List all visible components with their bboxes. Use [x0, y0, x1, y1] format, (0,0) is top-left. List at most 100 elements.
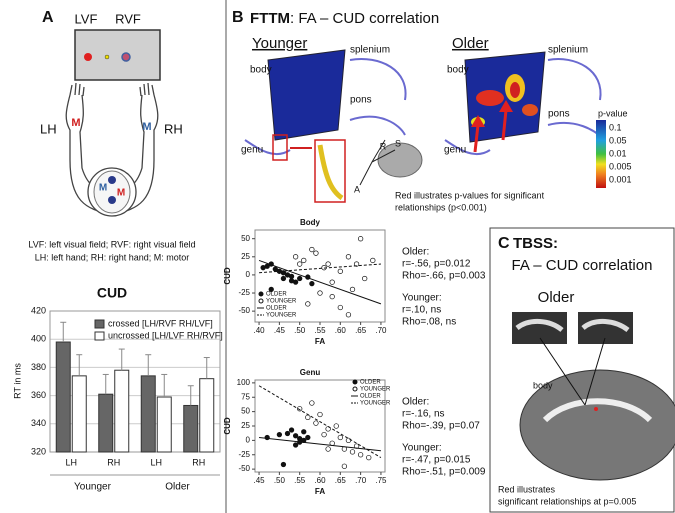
y-tick-label: -25 [238, 288, 250, 297]
y-tick-label: 25 [241, 252, 250, 261]
point [297, 261, 303, 267]
x-axis-label: FA [315, 487, 325, 496]
plot-frame [49, 310, 221, 453]
panel-letter: B [232, 9, 244, 26]
point [301, 257, 307, 264]
y-tick-label: 0 [246, 435, 251, 444]
tract-outline [244, 58, 606, 156]
group-label: Older [165, 482, 190, 493]
y-tick-label: 0 [246, 270, 251, 279]
region-label: genu [241, 145, 263, 156]
bar [55, 341, 71, 453]
point [317, 411, 323, 418]
point [337, 434, 343, 441]
legend-label: OLDER [360, 380, 381, 386]
stat-text: Younger: [402, 443, 442, 454]
bar [199, 378, 215, 453]
point [288, 273, 295, 280]
caption: Red illustrates [498, 484, 556, 494]
y-tick-label: 340 [31, 418, 46, 428]
fit-line [259, 437, 381, 452]
legend-label: YOUNGER [360, 387, 391, 393]
y-tick-label: 320 [31, 446, 46, 456]
point [349, 449, 356, 455]
legend-label: OLDER [266, 292, 287, 298]
body-surface [464, 51, 546, 143]
bar [140, 375, 156, 453]
point [317, 290, 323, 296]
point [345, 437, 352, 444]
arrowhead [471, 100, 513, 127]
legend-marker [258, 298, 264, 304]
panel-title: TBSS: [513, 235, 558, 252]
x-tick-label: RH [192, 457, 205, 467]
brain-dot [108, 196, 116, 204]
hand-label: RH [164, 121, 183, 136]
x-tick-label: .55 [294, 476, 306, 485]
point [305, 414, 311, 421]
screen [74, 29, 161, 81]
axes [359, 139, 396, 186]
point [313, 250, 319, 256]
legend-label: uncrossed [LH/LVF RH/RVF] [108, 330, 223, 340]
colorbar-label: 0.01 [609, 148, 627, 158]
fixation [104, 54, 110, 60]
corpus-callosum [542, 398, 653, 423]
significant [594, 407, 598, 411]
point [264, 263, 270, 269]
x-tick-label: .75 [375, 476, 387, 485]
point [313, 420, 319, 426]
stat-text: r=-.56, p=0.012 [402, 259, 471, 270]
point [264, 434, 270, 441]
point [345, 254, 352, 260]
caption: Red illustrates p-values for significant [395, 190, 545, 200]
stat-text: Older: [402, 397, 429, 408]
point [284, 430, 291, 437]
region-label: body [533, 380, 553, 390]
x-tick-label: .65 [335, 476, 347, 485]
colorbar-label: 0.001 [609, 174, 632, 184]
stat-text: Rho=-.51, p=0.009 [402, 467, 486, 478]
point [280, 275, 287, 282]
fit-line [258, 259, 382, 305]
orientation-label: A [354, 184, 360, 194]
x-tick-label: .55 [314, 326, 326, 335]
caption: relationships (p<0.001) [395, 202, 487, 212]
panel-letter: C [498, 235, 510, 252]
x-tick-label: .70 [355, 476, 367, 485]
legend-marker [352, 379, 358, 385]
point [309, 280, 315, 287]
colorbar-label: 0.05 [609, 135, 627, 145]
caption: LH: left hand; RH: right hand; M: motor [35, 252, 190, 262]
rvf: RVF [115, 11, 141, 26]
colorbar [596, 120, 606, 188]
orientation-label: S [395, 138, 401, 148]
point [305, 434, 311, 441]
y-tick-label: -50 [238, 306, 250, 315]
point [292, 279, 299, 285]
caption: significant relationships at p=0.005 [498, 496, 636, 506]
motor-label: M [71, 117, 80, 129]
legend-label: YOUNGER [266, 313, 297, 319]
y-tick-label: 50 [241, 407, 250, 416]
y-tick-label: -25 [238, 450, 250, 459]
stat-text: Rho=-.39, p=0.07 [402, 421, 480, 432]
point [362, 275, 368, 282]
stat-text: Rho=.08, ns [402, 317, 456, 328]
caption: LVF: left visual field; RVF: right visua… [28, 239, 195, 249]
point [292, 442, 299, 448]
stimulus [121, 52, 131, 62]
fit-line [259, 263, 381, 274]
legend-swatch [94, 319, 105, 329]
point [305, 301, 311, 307]
bar [114, 369, 130, 453]
y-axis-label: RT in ms [12, 363, 22, 399]
region-label: splenium [548, 45, 588, 56]
x-tick-label: .60 [314, 476, 326, 485]
point [357, 452, 364, 458]
stat-text: Younger: [402, 293, 442, 304]
x-tick-label: .60 [335, 326, 347, 335]
point [337, 304, 343, 311]
sagittal-brain [519, 369, 675, 481]
title-rest: : FA – CUD correlation [290, 10, 439, 27]
